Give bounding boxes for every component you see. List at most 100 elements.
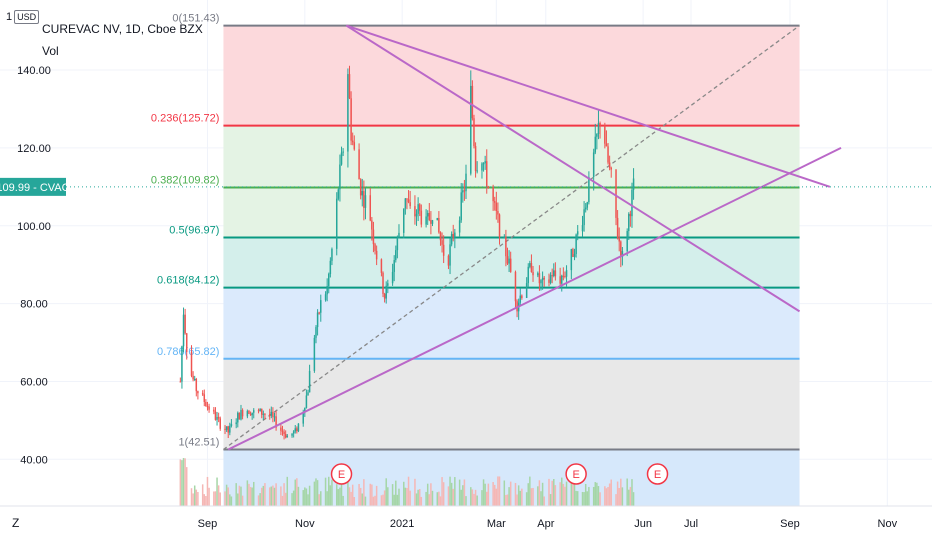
candle-body <box>217 416 220 419</box>
candle-body <box>253 410 255 413</box>
volume-bar <box>436 492 439 506</box>
earnings-marker-2[interactable]: E <box>646 463 669 485</box>
volume-bar <box>284 492 287 506</box>
candle-body <box>450 233 453 245</box>
trendline-resistance-long[interactable] <box>345 24 801 313</box>
candle-body <box>497 210 499 215</box>
volume-bar <box>331 479 333 506</box>
earnings-marker-0[interactable]: E <box>330 463 353 485</box>
volume-bar <box>351 484 354 506</box>
volume-bar <box>506 494 509 506</box>
volume-bar <box>592 486 595 506</box>
volume-bar <box>230 496 233 506</box>
candle-body <box>227 426 229 433</box>
volume-bar <box>240 486 242 506</box>
volume-bar <box>538 480 541 506</box>
fib-label-0: 0(151.43) <box>172 13 219 25</box>
trendline-support[interactable] <box>227 147 842 451</box>
candle-body <box>586 202 589 208</box>
candle-body <box>447 255 450 266</box>
volume-bar <box>404 487 407 506</box>
volume-bar <box>561 477 563 506</box>
volume-bar <box>227 487 229 506</box>
last-price-tag[interactable]: 109.99 - CVAC <box>0 177 70 196</box>
volume-bar <box>358 483 360 506</box>
candle-body <box>264 413 266 415</box>
volume-bar <box>604 486 606 506</box>
candle-body <box>350 98 352 141</box>
volume-bar <box>320 491 322 506</box>
trendline-resistance-short[interactable] <box>345 24 831 188</box>
volume-bar <box>575 490 577 506</box>
volume-label[interactable]: Vol <box>42 44 59 58</box>
volume-bar <box>415 493 418 506</box>
candle-body <box>395 250 397 261</box>
candle-body <box>498 214 501 238</box>
price-axis[interactable]: 40.00 60.00 80.00 100.00 120.00 140.00 <box>0 0 70 506</box>
candle-body <box>329 260 332 274</box>
fibonacci-retracement[interactable]: 0(151.43) 0.236(125.72) 0.382(109.82) 0.5(9… <box>151 13 800 506</box>
currency-unit-toggle[interactable]: 1 USD <box>6 10 40 24</box>
volume-bar <box>308 485 311 506</box>
candle-body <box>339 164 341 190</box>
volume-bar <box>249 486 252 506</box>
volume-bar <box>229 494 231 506</box>
axis-auto-scale-toggle[interactable]: Z <box>12 516 20 530</box>
trendlines[interactable] <box>227 24 842 451</box>
fib-label-0.786: 0.786(65.82) <box>157 346 219 358</box>
volume-bar <box>273 487 276 506</box>
candle-body <box>383 293 386 299</box>
candle-body <box>353 142 356 150</box>
volume-bar <box>217 485 220 506</box>
volume-bar <box>193 485 196 506</box>
earnings-marker-circle <box>330 463 353 485</box>
candle-body <box>284 434 287 438</box>
volume-bar <box>530 488 533 506</box>
symbol-title[interactable]: CUREVAC NV, 1D, Cboe BZX <box>42 22 203 36</box>
volume-bar <box>583 492 585 506</box>
volume-bar <box>493 484 496 506</box>
volume-bar <box>527 483 529 506</box>
volume-bar <box>304 487 306 506</box>
volume-bar <box>192 493 194 506</box>
y-tick-label: 80.00 <box>20 299 48 311</box>
volume-bar <box>292 490 295 506</box>
candle-body <box>626 231 628 252</box>
earnings-marker-1[interactable]: E <box>565 463 587 485</box>
candle-body <box>316 312 319 328</box>
volume-bar <box>565 481 568 506</box>
volume-bar <box>353 496 356 506</box>
volume-bar <box>632 492 635 506</box>
candle-body <box>436 218 439 221</box>
x-tick-label: Nov <box>878 518 898 530</box>
candle-body <box>420 210 423 225</box>
candle-body <box>559 276 561 284</box>
candle-body <box>291 433 293 436</box>
volume-bar <box>369 483 372 506</box>
volume-bar <box>548 478 550 506</box>
candle-body <box>361 191 364 196</box>
volume-bar <box>487 483 490 506</box>
candle-body <box>452 233 454 238</box>
volume-bar <box>409 490 411 506</box>
candle-body <box>495 202 498 211</box>
earnings-marker-label: E <box>338 469 345 481</box>
time-axis[interactable]: Sep Nov 2021 Mar Apr Jun Jul Sep Nov <box>0 505 932 530</box>
volume-bar <box>482 479 485 506</box>
candle-body <box>538 273 541 284</box>
candle-body <box>543 277 545 280</box>
volume-bar <box>549 494 552 506</box>
volume-bar <box>505 494 507 506</box>
candle-body <box>431 220 434 224</box>
x-tick-label: Mar <box>487 518 506 530</box>
last-price-tag-group: 109.99 - CVAC <box>0 177 932 196</box>
volume-bar <box>316 480 319 506</box>
candle-body <box>575 234 577 255</box>
candle-body <box>363 191 365 208</box>
fib-trend-diagonal <box>223 25 800 451</box>
candle-body <box>442 244 445 256</box>
volume-bar <box>403 481 405 506</box>
candle-body <box>179 381 182 383</box>
candle-body <box>201 393 204 395</box>
